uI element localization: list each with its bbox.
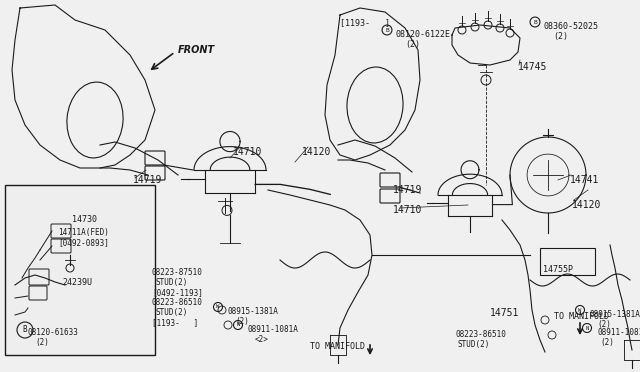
Text: [1193-   ]: [1193- ] (152, 318, 198, 327)
Text: (2): (2) (35, 338, 49, 347)
Text: (2): (2) (235, 317, 249, 326)
Bar (540, 248, 595, 275)
Text: 14730: 14730 (72, 215, 97, 224)
Text: FRONT: FRONT (178, 45, 215, 55)
Text: 08120-61633: 08120-61633 (28, 328, 79, 337)
Text: (2): (2) (553, 32, 568, 41)
Text: 14120: 14120 (302, 147, 332, 157)
Text: 14745: 14745 (518, 62, 547, 72)
Text: [0492-1193]: [0492-1193] (152, 288, 203, 297)
Text: (2): (2) (597, 320, 611, 329)
Text: 14719: 14719 (133, 175, 163, 185)
Text: 08911-1081A: 08911-1081A (597, 328, 640, 337)
Text: B: B (22, 326, 28, 334)
Text: 14120: 14120 (572, 200, 602, 210)
Text: 24239U: 24239U (62, 278, 92, 287)
Text: 14755P: 14755P (543, 265, 573, 274)
Bar (5, 185, 155, 355)
Text: TO MANIFOLD: TO MANIFOLD (310, 342, 365, 351)
Text: 08223-86510: 08223-86510 (456, 330, 507, 339)
Text: 14751: 14751 (490, 308, 520, 318)
Text: (2): (2) (600, 338, 614, 347)
Text: 08915-1381A: 08915-1381A (228, 307, 279, 316)
Text: 08223-86510: 08223-86510 (152, 298, 203, 307)
Text: 14711A(FED): 14711A(FED) (58, 228, 109, 237)
Text: 08911-1081A: 08911-1081A (248, 325, 299, 334)
Text: 08915-1381A: 08915-1381A (590, 310, 640, 319)
Text: B: B (385, 28, 389, 32)
Text: 08360-52025: 08360-52025 (543, 22, 598, 31)
Text: [1193-   ]: [1193- ] (340, 18, 390, 27)
Text: STUD(2): STUD(2) (458, 340, 490, 349)
Text: <2>: <2> (255, 335, 269, 344)
Text: 08120-6122E: 08120-6122E (395, 30, 450, 39)
Text: N: N (236, 323, 239, 327)
Text: (2): (2) (405, 40, 420, 49)
Text: 14710: 14710 (233, 147, 262, 157)
Text: STUD(2): STUD(2) (155, 308, 188, 317)
Text: 14719: 14719 (393, 185, 422, 195)
Text: [0492-0893]: [0492-0893] (58, 238, 109, 247)
Text: W: W (216, 305, 220, 310)
Text: 14741: 14741 (570, 175, 600, 185)
Text: 08223-87510: 08223-87510 (152, 268, 203, 277)
Text: TO MANIFOLD: TO MANIFOLD (554, 312, 609, 321)
Text: 14710: 14710 (393, 205, 422, 215)
Text: STUD(2): STUD(2) (155, 278, 188, 287)
Text: B: B (533, 19, 537, 25)
Text: W: W (579, 308, 582, 312)
Text: N: N (586, 326, 589, 330)
